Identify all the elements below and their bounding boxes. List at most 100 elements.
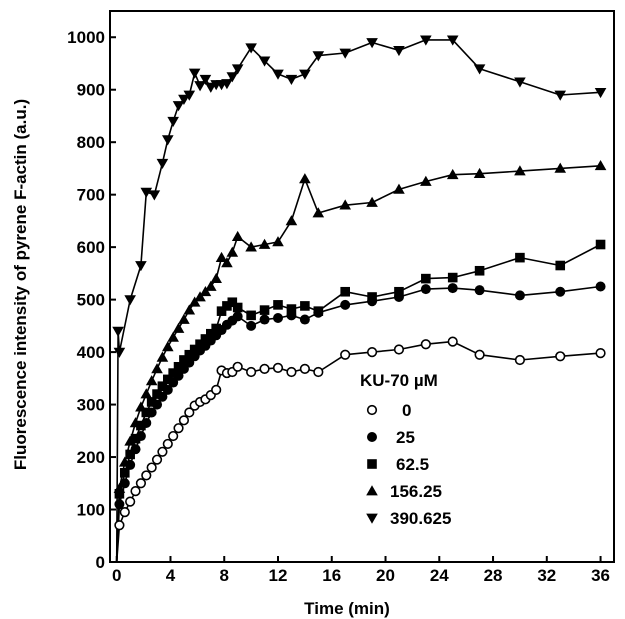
point-s2-35 xyxy=(474,265,485,276)
x-tick-label-0: 0 xyxy=(112,566,121,585)
point-s2-5 xyxy=(136,420,146,431)
point-s0-36 xyxy=(514,354,526,366)
point-s2-22 xyxy=(227,297,238,308)
point-s0-34 xyxy=(447,336,458,347)
point-s0-35 xyxy=(474,349,485,360)
point-s3-34 xyxy=(446,168,459,180)
x-tick-label-9: 36 xyxy=(591,566,610,585)
point-s4-32 xyxy=(446,35,459,46)
series-4 xyxy=(112,35,607,563)
point-s2-16 xyxy=(195,339,205,350)
series-1 xyxy=(114,281,606,563)
point-s1-10 xyxy=(162,384,173,395)
x-tick-label-6: 24 xyxy=(430,566,449,585)
legend-marker-0 xyxy=(366,404,378,416)
legend-marker-4 xyxy=(366,513,378,524)
point-s0-37 xyxy=(555,351,566,362)
point-s3-38 xyxy=(594,160,607,171)
point-s3-21 xyxy=(221,257,233,268)
point-s0-14 xyxy=(184,407,195,418)
point-s0-30 xyxy=(340,349,351,360)
point-s0-6 xyxy=(141,470,152,481)
point-s0-3 xyxy=(125,496,136,507)
point-s4-4 xyxy=(135,261,147,272)
point-s2-26 xyxy=(273,300,283,310)
y-tick-label-3: 300 xyxy=(77,396,105,415)
y-tick-label-9: 900 xyxy=(77,81,105,100)
series-line-0 xyxy=(115,340,601,563)
point-s0-7 xyxy=(146,462,157,473)
point-s4-22 xyxy=(245,43,257,54)
point-s1-1 xyxy=(114,499,125,510)
y-tick-label-4: 400 xyxy=(77,343,105,362)
legend-marker-3 xyxy=(366,485,378,496)
series-line-4 xyxy=(115,39,601,563)
point-s2-3 xyxy=(125,449,135,460)
point-s3-20 xyxy=(215,251,228,262)
point-s1-23 xyxy=(232,311,243,322)
point-s0-33 xyxy=(420,339,431,350)
point-s1-8 xyxy=(152,399,163,410)
legend-marker-1 xyxy=(367,432,377,442)
point-s2-21 xyxy=(222,301,232,311)
point-s0-11 xyxy=(168,430,179,442)
point-s0-19 xyxy=(211,384,222,395)
point-s2-25 xyxy=(259,305,270,315)
legend-label-4: 390.625 xyxy=(390,509,451,528)
point-s1-4 xyxy=(130,444,141,455)
point-s0-28 xyxy=(299,363,310,374)
point-s3-13 xyxy=(178,313,190,324)
point-s0-5 xyxy=(135,478,147,489)
point-s2-2 xyxy=(119,467,130,478)
point-s0-12 xyxy=(173,423,184,434)
x-tick-label-4: 16 xyxy=(322,566,341,585)
x-tick-label-2: 8 xyxy=(220,566,229,585)
point-s3-30 xyxy=(339,199,351,210)
point-s4-29 xyxy=(366,38,378,49)
point-s4-19 xyxy=(221,79,233,90)
legend-marker-2 xyxy=(367,459,377,469)
point-s1-28 xyxy=(299,314,310,325)
point-s4-35 xyxy=(554,90,567,101)
point-s2-37 xyxy=(555,260,566,271)
point-s3-22 xyxy=(226,246,239,257)
point-s1-37 xyxy=(555,286,566,297)
point-s2-12 xyxy=(173,361,184,372)
point-s3-17 xyxy=(199,285,212,297)
point-s3-29 xyxy=(312,207,325,218)
point-s3-23 xyxy=(231,230,244,241)
point-s4-14 xyxy=(194,81,206,92)
x-tick-label-3: 12 xyxy=(269,566,288,585)
x-tick-label-5: 20 xyxy=(376,566,395,585)
point-s2-30 xyxy=(340,286,350,297)
point-s4-1 xyxy=(112,326,124,337)
point-s4-24 xyxy=(272,69,284,80)
point-s3-24 xyxy=(245,241,257,252)
x-axis-label: Time (min) xyxy=(304,599,390,618)
point-s0-1 xyxy=(114,520,125,531)
point-s3-18 xyxy=(205,280,217,291)
point-s0-26 xyxy=(272,362,284,373)
x-tick-label-8: 32 xyxy=(537,566,556,585)
point-s3-28 xyxy=(299,173,311,184)
point-s1-34 xyxy=(447,283,458,294)
point-s3-12 xyxy=(172,322,185,333)
point-s4-3 xyxy=(124,295,136,306)
point-s2-36 xyxy=(515,252,525,263)
point-s0-31 xyxy=(366,346,378,358)
point-s3-36 xyxy=(514,165,526,176)
legend-title: KU-70 µM xyxy=(360,371,438,390)
point-s1-31 xyxy=(367,296,378,307)
point-s0-25 xyxy=(259,363,270,374)
point-s1-7 xyxy=(146,407,157,418)
point-s3-35 xyxy=(473,167,486,179)
point-s2-24 xyxy=(246,310,256,321)
point-s2-13 xyxy=(179,355,189,365)
x-tick-label-1: 4 xyxy=(166,566,176,585)
point-s2-23 xyxy=(232,302,243,313)
point-s4-34 xyxy=(514,77,526,88)
point-s4-23 xyxy=(258,56,271,67)
point-s1-5 xyxy=(135,431,146,442)
point-s4-21 xyxy=(231,64,244,75)
point-s1-26 xyxy=(273,312,283,323)
